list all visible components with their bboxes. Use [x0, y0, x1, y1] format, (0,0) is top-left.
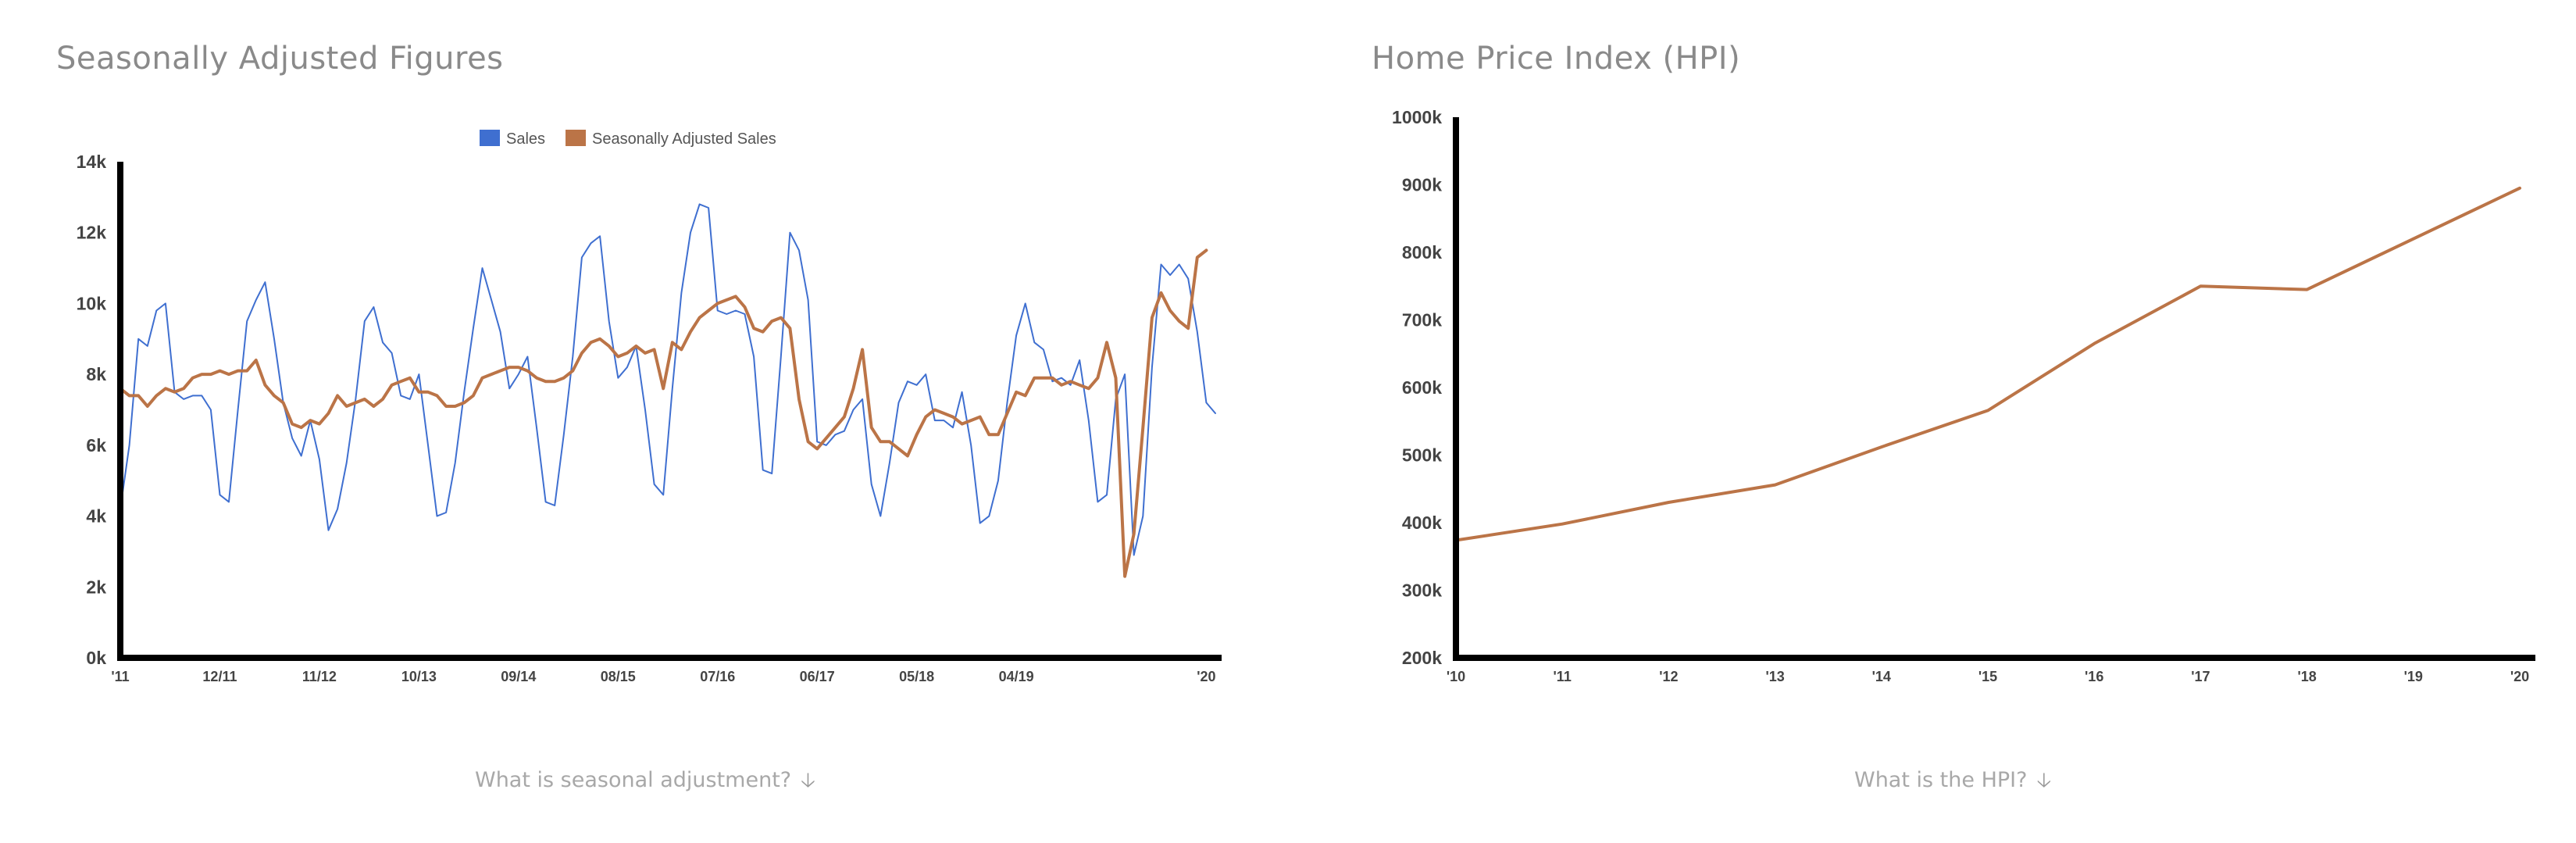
- y-tick-label: 1000k: [1392, 107, 1442, 127]
- x-tick-label: 04/19: [999, 669, 1034, 684]
- y-tick-label: 600k: [1402, 377, 1442, 398]
- y-tick-label: 200k: [1402, 648, 1442, 668]
- x-tick-label: 09/14: [501, 669, 536, 684]
- legend-swatch-1: [566, 130, 587, 146]
- hpi-chart: 200k 300k 400k 500k 600k 700k 800k 900k 1000k '10…: [1392, 107, 2535, 684]
- legend-label-1: Seasonally Adjusted Sales: [592, 130, 776, 148]
- y-tick-label: 2k: [86, 577, 106, 597]
- y-tick-label: 300k: [1402, 580, 1442, 601]
- x-tick-label: 11/12: [302, 669, 337, 684]
- y-tick-label: 8k: [86, 364, 106, 384]
- x-tick-label: '18: [2297, 669, 2316, 684]
- arrow-down-icon: 🡣: [2036, 769, 2052, 792]
- x-tick-label: '10: [1447, 669, 1465, 684]
- x-tick-label: '11: [111, 669, 129, 684]
- y-tick-label: 500k: [1402, 445, 1442, 466]
- x-tick-label: 12/11: [202, 669, 237, 684]
- x-tick-label: '16: [2085, 669, 2103, 684]
- x-tick-label: '13: [1765, 669, 1784, 684]
- y-tick-label: 10k: [77, 293, 107, 313]
- x-tick-label: '17: [2191, 669, 2210, 684]
- arrow-down-icon: 🡣: [801, 769, 815, 792]
- y-tick-label: 400k: [1402, 513, 1442, 533]
- y-tick-label: 14k: [77, 152, 107, 172]
- x-tick-label: '11: [1554, 669, 1572, 684]
- x-tick-label: 08/15: [601, 669, 636, 684]
- legend-swatch-0: [480, 130, 500, 146]
- chart-title-seasonally-adjusted: Seasonally Adjusted Figures: [56, 41, 504, 77]
- seasonally-adjusted-chart: Sales Seasonally Adjusted Sales 0k 2k 4k 6k 8k…: [77, 130, 1222, 684]
- x-tick-label: 05/18: [899, 669, 934, 684]
- series-line-1: [119, 248, 1208, 578]
- x-tick-label: '15: [1978, 669, 1997, 684]
- hpi-info-link[interactable]: What is the HPI? 🡣: [1854, 766, 2051, 800]
- y-tick-label: 12k: [77, 223, 107, 243]
- y-tick-label: 6k: [86, 435, 106, 455]
- y-tick-label: 900k: [1402, 175, 1442, 195]
- x-tick-label: '20: [2510, 669, 2529, 684]
- hpi-line: [1454, 186, 2521, 542]
- seasonal-adjustment-info-link[interactable]: What is seasonal adjustment? 🡣: [475, 766, 815, 800]
- x-tick-label: 10/13: [401, 669, 437, 684]
- seasonal-adjustment-link-text: What is seasonal adjustment?: [475, 768, 792, 792]
- x-tick-label: '14: [1872, 669, 1891, 684]
- y-tick-label: 700k: [1402, 310, 1442, 330]
- x-tick-label: '20: [1197, 669, 1215, 684]
- series-line-0: [120, 203, 1216, 556]
- x-tick-label: '12: [1659, 669, 1678, 684]
- hpi-link-text: What is the HPI?: [1854, 768, 2028, 792]
- x-tick-label: 06/17: [800, 669, 835, 684]
- x-tick-label: 07/16: [700, 669, 735, 684]
- y-tick-label: 800k: [1402, 242, 1442, 263]
- y-tick-label: 0k: [86, 648, 106, 668]
- chart-title-hpi: Home Price Index (HPI): [1372, 41, 1741, 77]
- y-tick-label: 4k: [86, 506, 106, 527]
- legend-label-0: Sales: [506, 130, 545, 148]
- legend: Sales Seasonally Adjusted Sales: [480, 130, 776, 148]
- x-tick-label: '19: [2404, 669, 2423, 684]
